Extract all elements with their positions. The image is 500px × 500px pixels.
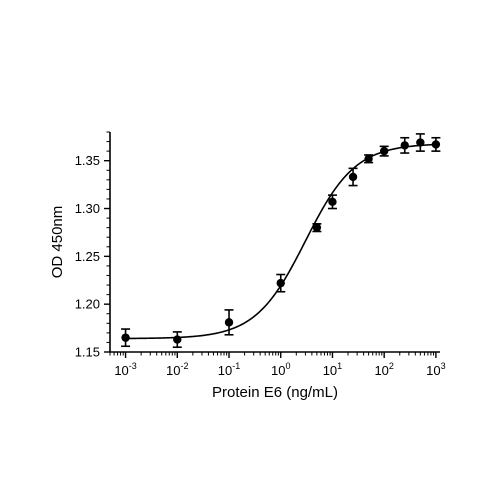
x-axis-title: Protein E6 (ng/mL) — [212, 384, 338, 401]
data-point — [400, 136, 410, 154]
y-ticks: 1.15 1.20 1.25 1.30 1.35 — [75, 131, 110, 360]
data-point — [327, 194, 337, 210]
point-marker — [173, 335, 182, 344]
data-point — [415, 133, 425, 152]
axes — [109, 132, 440, 353]
x-tick-label: 10-2 — [166, 361, 188, 378]
x-tick-label: 103 — [426, 361, 445, 378]
point-marker — [224, 318, 234, 327]
x-tick-label: 101 — [323, 361, 342, 378]
x-tick-label: 100 — [271, 361, 290, 378]
point-marker — [431, 140, 441, 149]
x-tick-label: 102 — [374, 361, 393, 378]
y-tick-label: 1.30 — [75, 201, 100, 216]
data-point — [379, 145, 389, 157]
x-tick-label: 10-3 — [114, 361, 136, 378]
data-points — [121, 133, 441, 349]
data-point — [431, 136, 441, 152]
data-point — [364, 154, 374, 164]
point-marker — [348, 172, 358, 182]
point-marker — [312, 223, 322, 232]
x-tick-label: 10-1 — [218, 361, 240, 378]
point-marker — [364, 154, 373, 163]
point-marker — [328, 197, 337, 207]
fit-curve — [125, 143, 436, 340]
point-marker — [121, 333, 130, 342]
y-tick-label: 1.20 — [75, 297, 100, 312]
data-point — [312, 223, 322, 233]
point-marker — [276, 278, 285, 288]
data-point — [348, 167, 358, 187]
y-tick-label: 1.35 — [75, 153, 100, 168]
data-point — [224, 309, 234, 336]
x-ticks: 10-3 10-2 10-1 100 101 102 103 — [109, 352, 446, 378]
y-axis-title: OD 450nm — [49, 206, 66, 279]
point-marker — [400, 141, 409, 150]
data-point — [121, 328, 131, 348]
data-point — [172, 331, 182, 349]
point-marker — [379, 146, 389, 156]
y-tick-label: 1.15 — [75, 345, 100, 360]
point-marker — [416, 138, 425, 147]
y-tick-label: 1.25 — [75, 249, 100, 264]
data-point — [276, 273, 286, 293]
